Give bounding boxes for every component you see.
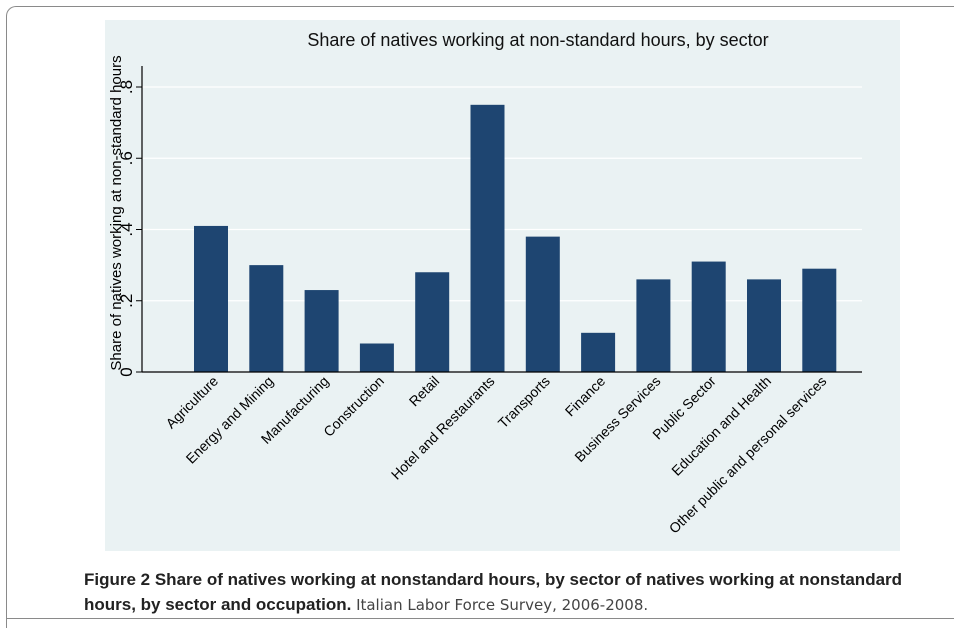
y-tick-label: .4 [117, 222, 136, 236]
bar [359, 343, 394, 372]
caption-lead: Figure 2 Share of natives working at non… [84, 570, 903, 614]
bar [691, 261, 726, 372]
x-tick-label: Retail [406, 373, 443, 410]
bar [802, 268, 837, 372]
chart-title: Share of natives working at non-standard… [307, 30, 768, 50]
bar-chart: Share of natives working at non-standard… [108, 30, 862, 537]
y-axis-label: Share of natives working at non-standard… [108, 55, 125, 370]
bottom-rule [6, 618, 954, 619]
y-ticks: 0 .2 .4 .6 .8 [117, 80, 142, 377]
x-tick-label: Hotel and Restaurants [388, 373, 498, 483]
bar [249, 265, 284, 372]
x-tick-label: Finance [562, 373, 609, 420]
bar [636, 279, 671, 372]
bar [525, 236, 560, 372]
bar [747, 279, 781, 372]
caption-source: Italian Labor Force Survey, 2006-2008. [356, 596, 649, 614]
y-tick-label: .8 [117, 80, 136, 94]
figure-frame [6, 6, 954, 628]
figure-caption: Figure 2 Share of natives working at non… [84, 567, 950, 618]
y-tick-label: .2 [117, 294, 136, 308]
x-tick-label: Agriculture [162, 373, 221, 432]
bar [194, 225, 228, 372]
x-tick-label: Education and Health [668, 373, 774, 479]
x-tick-label: Transports [495, 373, 553, 431]
y-tick-label: .6 [117, 151, 136, 165]
bar [415, 272, 450, 372]
bar [470, 104, 505, 372]
bars [194, 104, 837, 372]
bar [581, 332, 616, 372]
y-tick-label: 0 [117, 367, 136, 376]
bar [304, 290, 339, 372]
